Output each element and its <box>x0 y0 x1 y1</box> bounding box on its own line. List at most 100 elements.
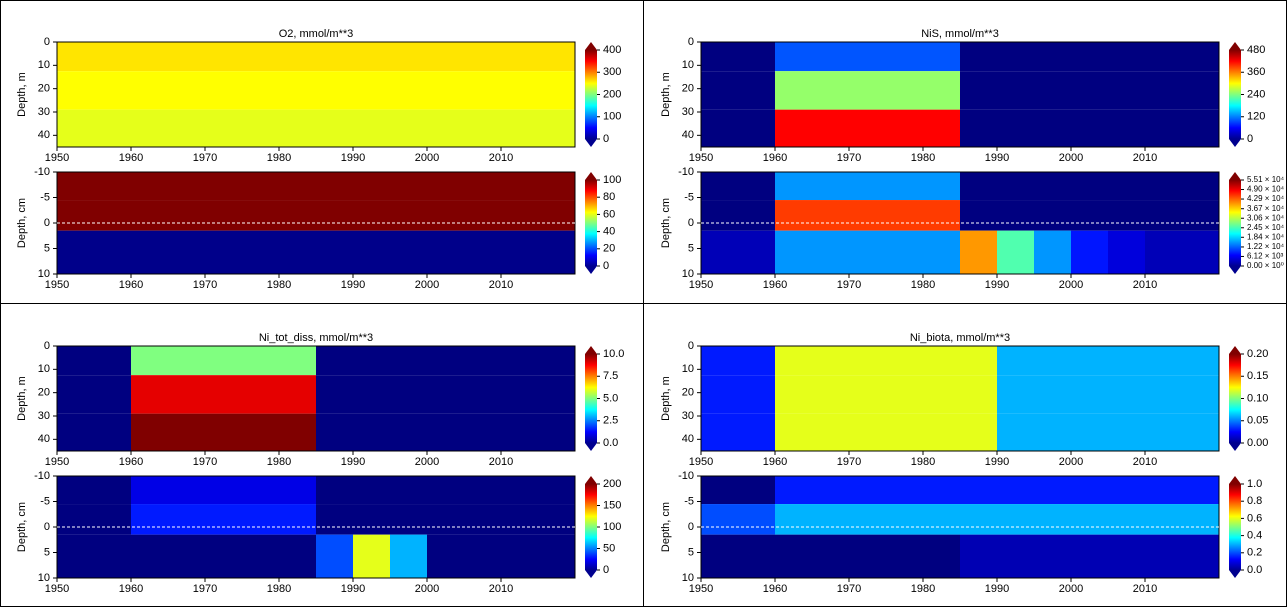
heat-cell <box>279 42 316 72</box>
heat-cell <box>1108 172 1145 201</box>
heat-cell <box>775 534 812 578</box>
heat-cell <box>1182 413 1219 451</box>
colorbar-tick-label: 4.90 × 10⁴ <box>1247 185 1285 194</box>
heat-cell <box>57 172 94 201</box>
heat-cell <box>812 42 849 72</box>
y-tick-label: 0 <box>688 217 694 229</box>
x-tick-label: 1980 <box>911 279 935 291</box>
heat-cell <box>538 71 575 110</box>
heat-cell <box>168 42 205 72</box>
heat-cell <box>738 534 775 578</box>
heat-cell <box>775 172 812 201</box>
x-tick-label: 2010 <box>489 456 513 468</box>
heat-cell <box>1071 109 1108 147</box>
heat-cell <box>279 346 316 376</box>
heat-cell <box>1182 71 1219 110</box>
x-tick-label: 1990 <box>985 583 1009 595</box>
colorbar-tick-label: 300 <box>603 66 621 78</box>
heat-cell <box>94 413 131 451</box>
x-tick-label: 1950 <box>45 456 69 468</box>
heat-cell <box>1034 476 1071 505</box>
heat-cell <box>997 375 1034 414</box>
heat-cell <box>1034 42 1071 72</box>
heat-cell <box>701 375 738 414</box>
colorbar-tick-label: 240 <box>1247 88 1265 100</box>
heat-cell <box>738 413 775 451</box>
y-axis-label: Depth, cm <box>16 198 28 248</box>
heat-cell <box>242 534 279 578</box>
heat-cell <box>205 42 242 72</box>
heat-cell <box>1108 71 1145 110</box>
x-tick-label: 1950 <box>689 456 713 468</box>
heat-cell <box>316 476 353 505</box>
heat-cell <box>1145 375 1182 414</box>
heat-cell <box>279 109 316 147</box>
heat-cell <box>131 534 168 578</box>
heat-cell <box>279 476 316 505</box>
y-tick-label: -5 <box>684 191 694 203</box>
heat-cell <box>427 71 464 110</box>
heat-cell <box>1182 109 1219 147</box>
heat-cell <box>131 42 168 72</box>
y-tick-label: 0 <box>688 36 694 48</box>
x-tick-label: 1960 <box>763 456 787 468</box>
heat-cell <box>131 109 168 147</box>
heat-cell <box>886 476 923 505</box>
x-tick-label: 1960 <box>763 583 787 595</box>
heat-cell <box>94 375 131 414</box>
heat-cell <box>538 534 575 578</box>
colorbar <box>585 180 597 266</box>
heat-cell <box>279 504 316 535</box>
heat-cell <box>1071 534 1108 578</box>
heat-cell <box>538 109 575 147</box>
x-tick-label: 2010 <box>1133 583 1157 595</box>
heat-cell <box>316 346 353 376</box>
heat-cell <box>242 172 279 201</box>
heat-cell <box>775 504 812 535</box>
y-tick-label: 30 <box>682 410 694 422</box>
heat-cell <box>886 504 923 535</box>
x-tick-label: 2010 <box>489 583 513 595</box>
heat-cell <box>464 534 501 578</box>
x-tick-label: 1960 <box>763 152 787 164</box>
heat-cell <box>242 375 279 414</box>
heat-cell <box>812 230 849 274</box>
heat-cell <box>538 476 575 505</box>
colorbar-tick-label: 1.22 × 10⁴ <box>1247 242 1285 251</box>
heat-cell <box>997 172 1034 201</box>
heat-cell <box>427 534 464 578</box>
heat-cell <box>701 346 738 376</box>
x-tick-label: 1980 <box>911 152 935 164</box>
heat-cell <box>94 534 131 578</box>
heat-cell <box>94 109 131 147</box>
y-axis-label: Depth, m <box>660 376 672 421</box>
heat-cell <box>316 230 353 274</box>
heat-cell <box>168 346 205 376</box>
y-tick-label: 10 <box>682 59 694 71</box>
heat-cell <box>353 230 390 274</box>
x-tick-label: 1960 <box>119 279 143 291</box>
heat-cell <box>849 413 886 451</box>
heat-cell <box>427 375 464 414</box>
heat-cell <box>701 200 738 231</box>
colorbar-extend <box>1229 443 1241 451</box>
y-tick-label: 30 <box>682 106 694 118</box>
heat-cell <box>886 42 923 72</box>
x-tick-label: 1990 <box>341 279 365 291</box>
heat-cell <box>923 172 960 201</box>
heat-cell <box>886 109 923 147</box>
colorbar-tick-label: 0 <box>603 133 609 145</box>
colorbar-tick-label: 0.2 <box>1247 547 1262 559</box>
heat-cell <box>538 172 575 201</box>
heat-cell <box>701 230 738 274</box>
heat-cell <box>353 504 390 535</box>
heat-cell <box>1034 375 1071 414</box>
heat-cell <box>316 109 353 147</box>
y-tick-label: 10 <box>38 268 50 280</box>
heat-cell <box>316 42 353 72</box>
heat-cell <box>701 413 738 451</box>
x-tick-label: 1950 <box>689 152 713 164</box>
heat-cell <box>775 71 812 110</box>
colorbar-extend <box>1229 346 1241 354</box>
